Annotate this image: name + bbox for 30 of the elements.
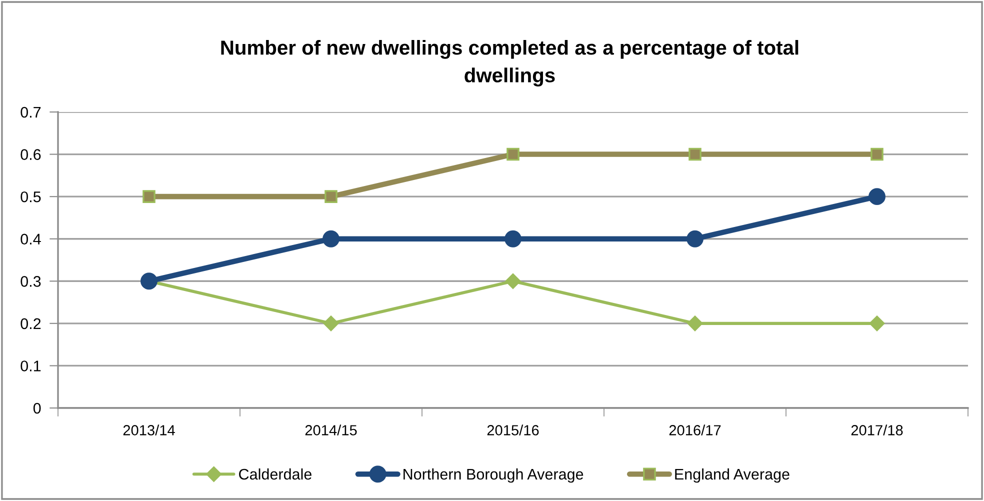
point [324, 190, 338, 203]
point [323, 316, 339, 332]
point [688, 148, 702, 161]
legend-label: England Average [675, 468, 790, 483]
point [687, 316, 703, 332]
chart-title: Number of new dwellings completed as a percentage of total dwellings [221, 40, 798, 86]
point [868, 188, 886, 206]
y-tick-label: 0.4 [20, 234, 41, 245]
point [142, 190, 156, 203]
point [870, 148, 884, 161]
point [686, 230, 704, 248]
point [505, 273, 521, 289]
point [322, 230, 340, 248]
legend-label: Calderdale [239, 468, 312, 480]
legend-label: Northern Borough Average [404, 468, 584, 483]
x-tick-label: 2017/18 [851, 424, 903, 436]
point [506, 148, 520, 161]
x-tick-label: 2014/15 [305, 424, 357, 436]
point [869, 316, 885, 332]
y-tick-label: 0.5 [20, 191, 41, 202]
point [504, 230, 522, 248]
x-tick-label: 2016/17 [669, 424, 721, 436]
x-tick-label: 2013/14 [123, 424, 175, 436]
y-tick-label: 0.7 [20, 106, 41, 118]
y-tick-label: 0.2 [20, 318, 41, 330]
y-tick-label: 0.6 [20, 149, 41, 160]
y-tick-label: 0 [33, 402, 41, 414]
x-tick-label: 2015/16 [487, 424, 539, 436]
y-tick-label: 0.3 [20, 276, 41, 287]
y-tick-label: 0.1 [20, 360, 41, 372]
